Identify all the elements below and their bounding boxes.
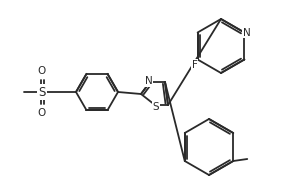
Text: F: F: [192, 60, 197, 70]
Text: S: S: [153, 102, 159, 112]
Text: S: S: [38, 85, 46, 98]
Text: O: O: [38, 66, 46, 76]
Text: O: O: [38, 108, 46, 118]
Text: N: N: [243, 28, 250, 37]
Text: N: N: [145, 76, 153, 86]
